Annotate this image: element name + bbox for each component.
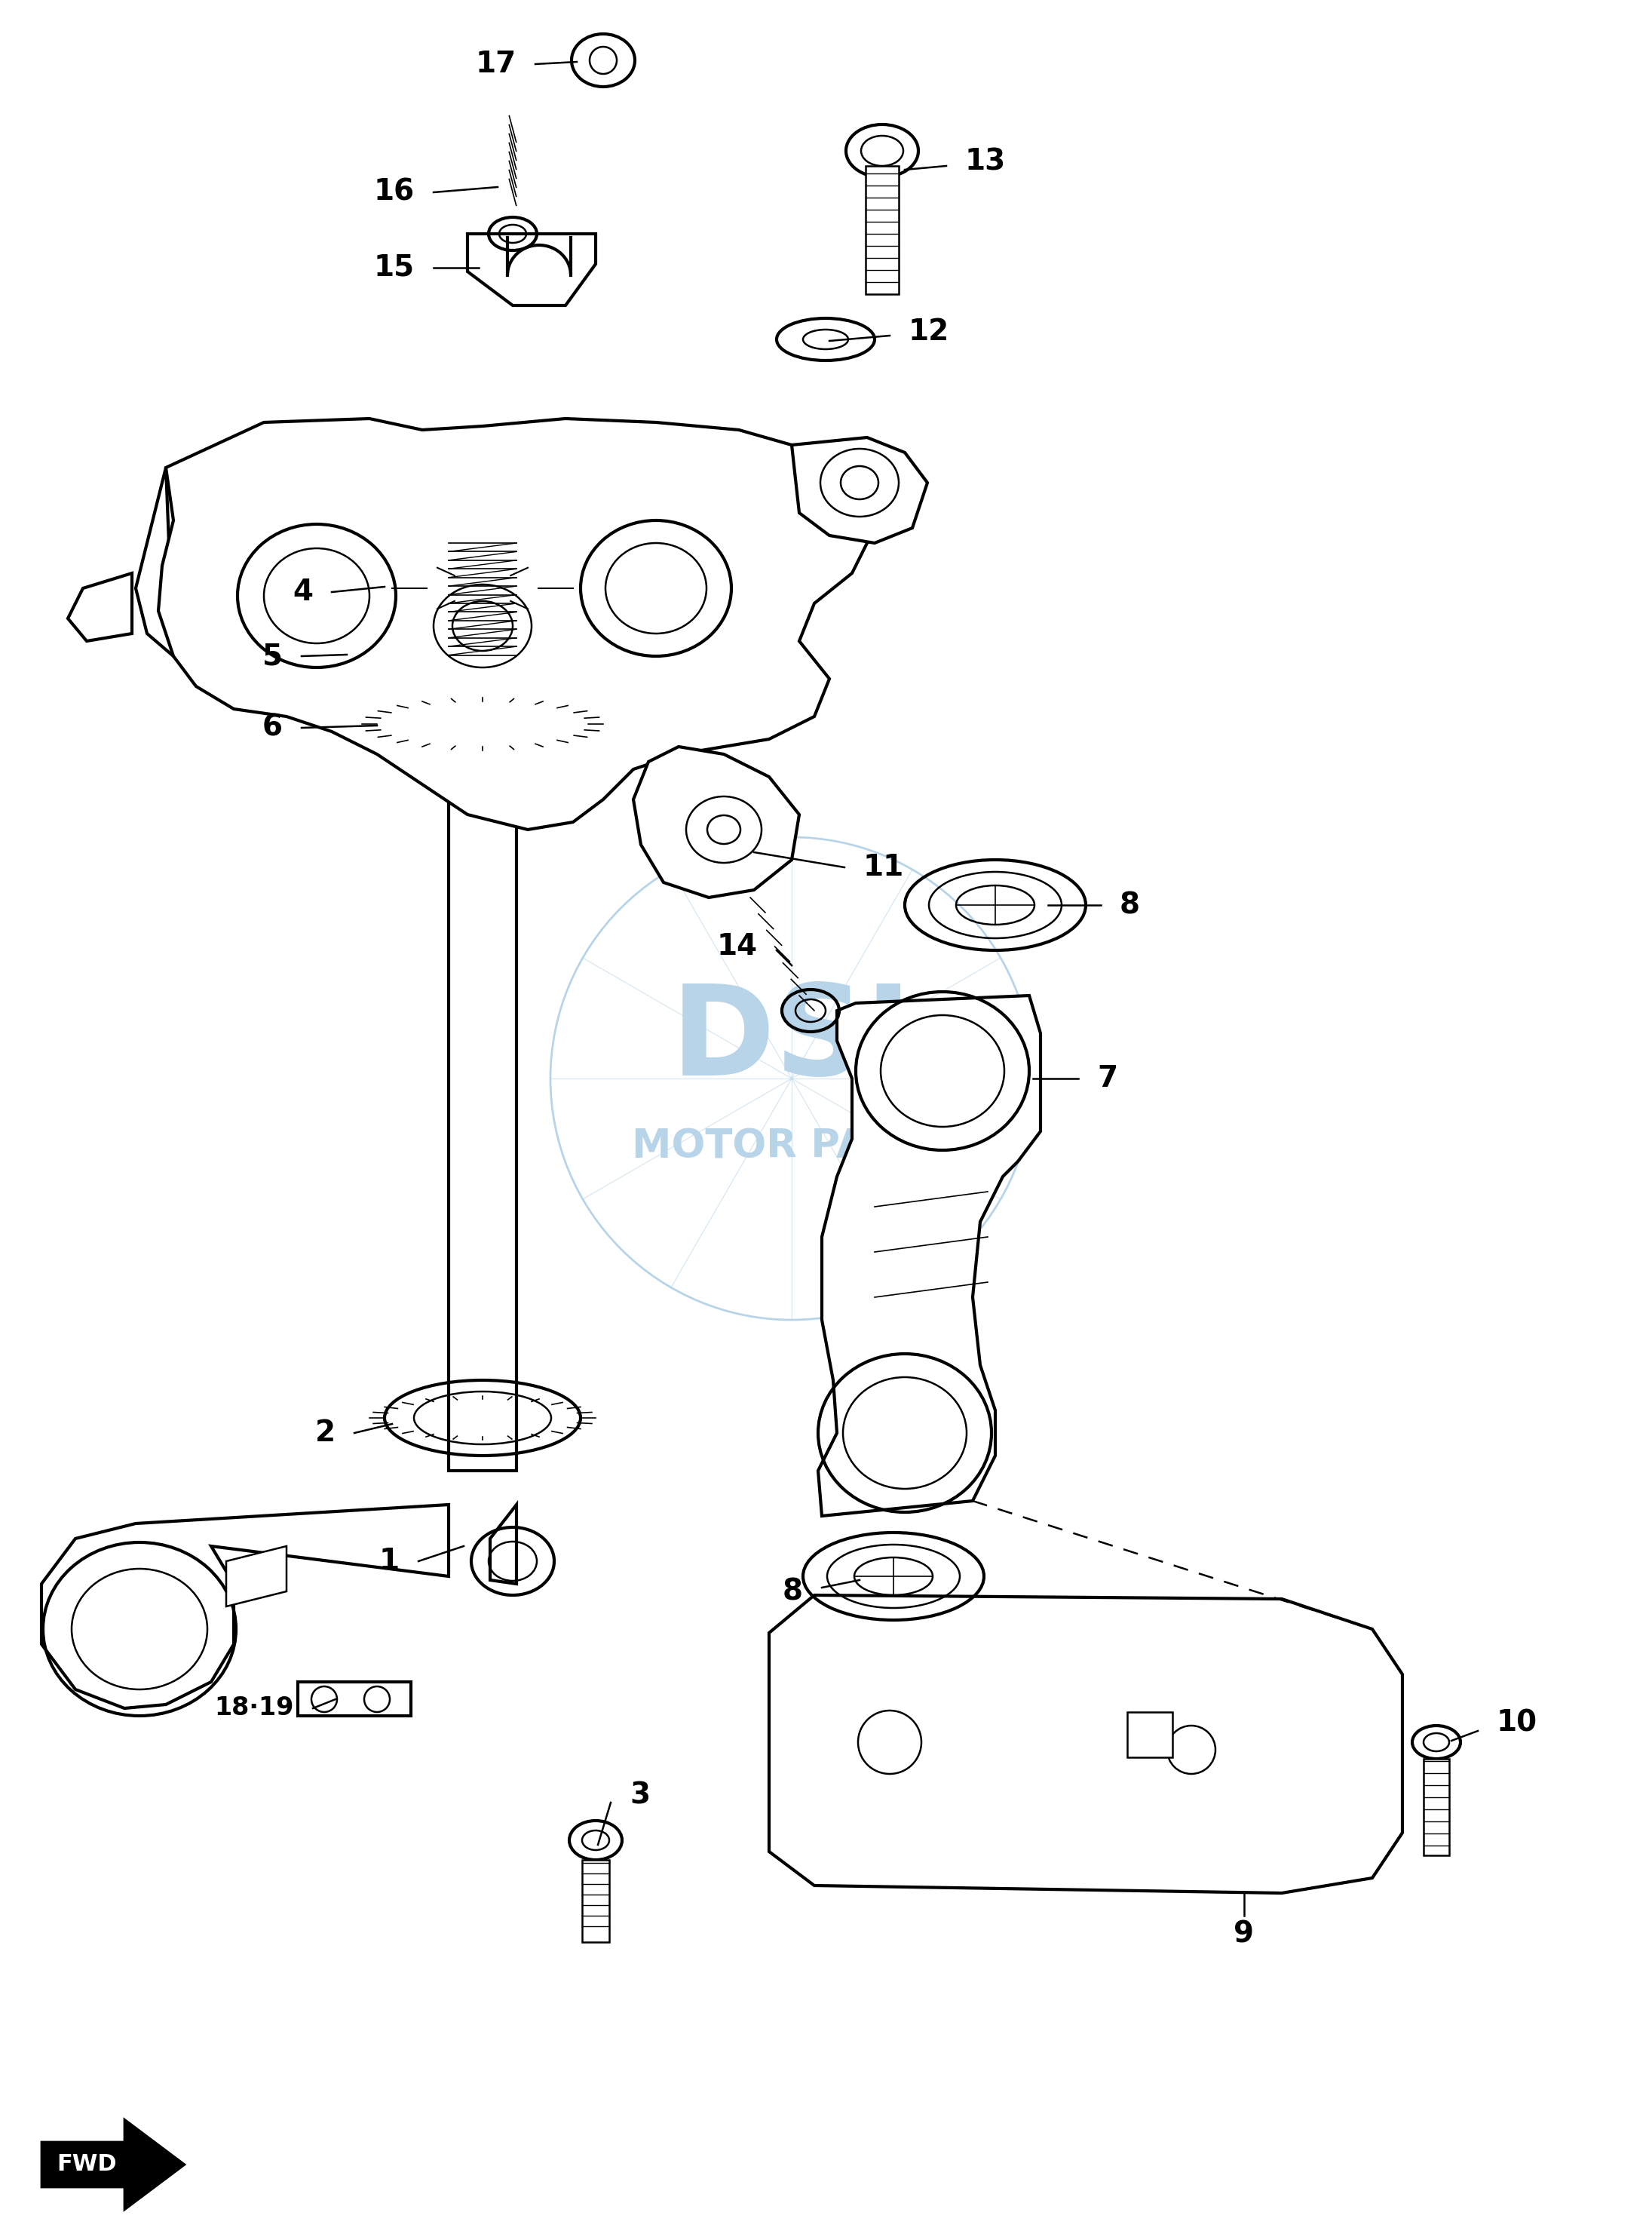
Text: MOTOR PARTS: MOTOR PARTS bbox=[631, 1127, 952, 1167]
Polygon shape bbox=[159, 419, 874, 829]
Text: 8: 8 bbox=[783, 1577, 803, 1606]
Text: 14: 14 bbox=[717, 932, 758, 961]
Text: 1: 1 bbox=[380, 1548, 400, 1575]
Polygon shape bbox=[791, 437, 927, 542]
Polygon shape bbox=[770, 1595, 1403, 1893]
Text: 3: 3 bbox=[629, 1781, 649, 1810]
Polygon shape bbox=[41, 1505, 449, 1709]
Text: 2: 2 bbox=[316, 1418, 335, 1447]
Polygon shape bbox=[1127, 1711, 1173, 1758]
Polygon shape bbox=[633, 746, 800, 898]
Polygon shape bbox=[449, 513, 517, 1472]
Text: 17: 17 bbox=[476, 49, 517, 78]
Text: DSI: DSI bbox=[671, 979, 912, 1102]
Polygon shape bbox=[68, 573, 132, 641]
Text: FWD: FWD bbox=[56, 2153, 117, 2175]
Polygon shape bbox=[468, 233, 596, 305]
Polygon shape bbox=[1424, 1758, 1449, 1855]
Polygon shape bbox=[818, 995, 1041, 1516]
Text: 13: 13 bbox=[965, 148, 1006, 177]
Polygon shape bbox=[491, 1505, 517, 1584]
Text: 8: 8 bbox=[1120, 892, 1140, 918]
Polygon shape bbox=[41, 2119, 185, 2211]
Text: 12: 12 bbox=[909, 318, 950, 347]
Text: 9: 9 bbox=[1234, 1920, 1254, 1949]
Text: 7: 7 bbox=[1097, 1064, 1117, 1093]
Text: 5: 5 bbox=[263, 643, 282, 670]
Text: 6: 6 bbox=[263, 715, 282, 741]
Text: 18·19: 18·19 bbox=[215, 1696, 294, 1720]
Polygon shape bbox=[582, 1859, 610, 1942]
Text: 11: 11 bbox=[864, 853, 904, 883]
Polygon shape bbox=[866, 166, 899, 293]
Text: 15: 15 bbox=[373, 253, 415, 282]
Polygon shape bbox=[135, 468, 173, 656]
Text: 16: 16 bbox=[373, 177, 415, 206]
Text: 4: 4 bbox=[292, 578, 312, 607]
Text: 10: 10 bbox=[1497, 1709, 1538, 1738]
Polygon shape bbox=[297, 1682, 411, 1716]
Polygon shape bbox=[226, 1546, 286, 1606]
